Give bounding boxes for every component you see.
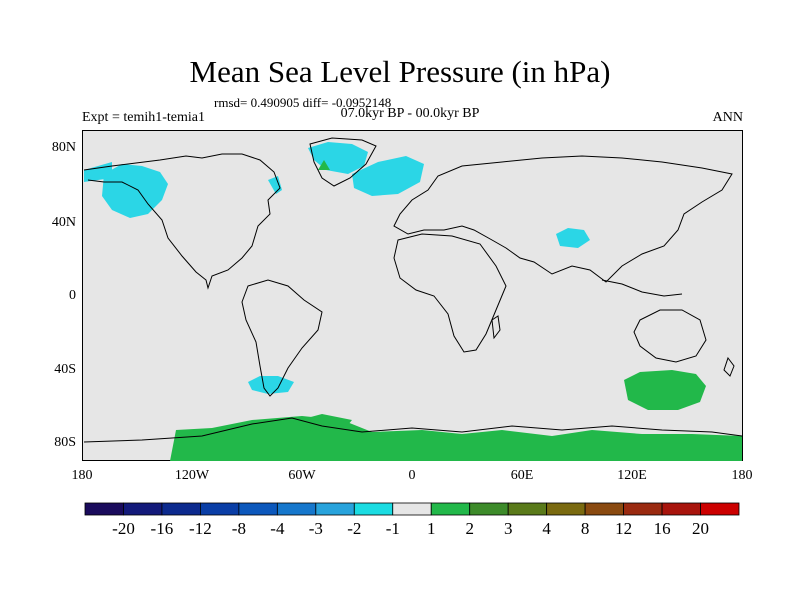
lat-label-80s: 80S	[54, 435, 76, 450]
stats-line: rmsd= 0.490905 diff= -0.0952148	[214, 95, 392, 110]
colorbar-label: 1	[426, 519, 436, 538]
colorbar-label: -3	[308, 519, 323, 538]
antarctica-coastline	[83, 417, 743, 443]
colorbar-label: -12	[189, 519, 212, 538]
colorbar	[84, 502, 740, 516]
pressure-map	[82, 130, 743, 461]
colorbar-label: 4	[542, 519, 551, 538]
colorbar-cell	[123, 502, 163, 516]
colorbar-cell	[200, 502, 240, 516]
colorbar-cell	[238, 502, 278, 516]
alaska-low-patch	[102, 164, 168, 218]
colorbar-label: -4	[270, 519, 285, 538]
lon-label-0: 0	[408, 468, 416, 483]
lon-label-120w: 120W	[174, 468, 210, 483]
colorbar-label: -2	[347, 519, 362, 538]
colorbar-cell	[84, 502, 124, 516]
nordic-seas-patch	[352, 156, 424, 196]
madagascar-coastline	[491, 315, 501, 340]
negative-anomaly-patches	[84, 142, 590, 394]
experiment-label: Expt = temih1-temia1	[82, 110, 205, 125]
colorbar-cell	[276, 502, 317, 516]
south-america-coastline	[241, 279, 323, 397]
colorbar-cell	[392, 502, 432, 516]
lon-label-180w: 180	[71, 468, 93, 483]
colorbar-cell	[469, 502, 509, 516]
indonesia-coastline	[601, 279, 683, 297]
australia-high-patch	[624, 370, 706, 410]
colorbar-cell	[623, 502, 663, 516]
weddell-patch	[292, 414, 352, 432]
positive-anomaly-patches	[170, 160, 742, 461]
colorbar-label: -20	[112, 519, 135, 538]
colorbar-cell	[315, 502, 355, 516]
colorbar-cell	[584, 502, 624, 516]
lat-label-40s: 40S	[54, 362, 76, 377]
colorbar-label: 16	[653, 519, 671, 538]
season-label: ANN	[712, 110, 743, 125]
colorbar-label: -1	[385, 519, 400, 538]
colorbar-cells	[84, 502, 740, 516]
colorbar-cell	[507, 502, 548, 516]
colorbar-label: 2	[465, 519, 474, 538]
colorbar-cell	[430, 502, 471, 516]
australia-coastline	[633, 309, 707, 363]
north-america-coastline	[83, 153, 281, 290]
lat-label-0: 0	[69, 288, 76, 303]
colorbar-cell	[161, 502, 201, 516]
lat-label-80n: 80N	[51, 140, 76, 155]
colorbar-cell	[546, 502, 586, 516]
greenland-high-patch	[318, 160, 330, 170]
lon-label-60w: 60W	[288, 468, 316, 483]
colorbar-label: 20	[692, 519, 709, 538]
europe-asia-coastline	[393, 155, 733, 283]
colorbar-label: -8	[231, 519, 246, 538]
period-label: 07.0kyr BP - 00.0kyr BP	[340, 106, 480, 121]
coastlines	[83, 137, 743, 443]
colorbar-cell	[700, 502, 740, 516]
lat-label-40n: 40N	[51, 215, 76, 230]
tibet-low-patch	[556, 228, 590, 248]
africa-coastline	[393, 233, 507, 353]
drake-passage-patch	[248, 376, 294, 394]
colorbar-cell	[353, 502, 394, 516]
colorbar-label: 8	[580, 519, 590, 538]
colorbar-label: -16	[150, 519, 174, 538]
colorbar-label: 12	[615, 519, 633, 538]
chart-title: Mean Sea Level Pressure (in hPa)	[189, 54, 611, 89]
greenland-coastline	[309, 137, 377, 187]
colorbar-cell	[661, 502, 701, 516]
new-zealand-coastline	[723, 356, 735, 377]
lon-label-180e: 180	[731, 468, 753, 483]
colorbar-label: 3	[503, 519, 513, 538]
lon-label-60e: 60E	[510, 468, 534, 483]
lon-label-120e: 120E	[617, 468, 647, 483]
